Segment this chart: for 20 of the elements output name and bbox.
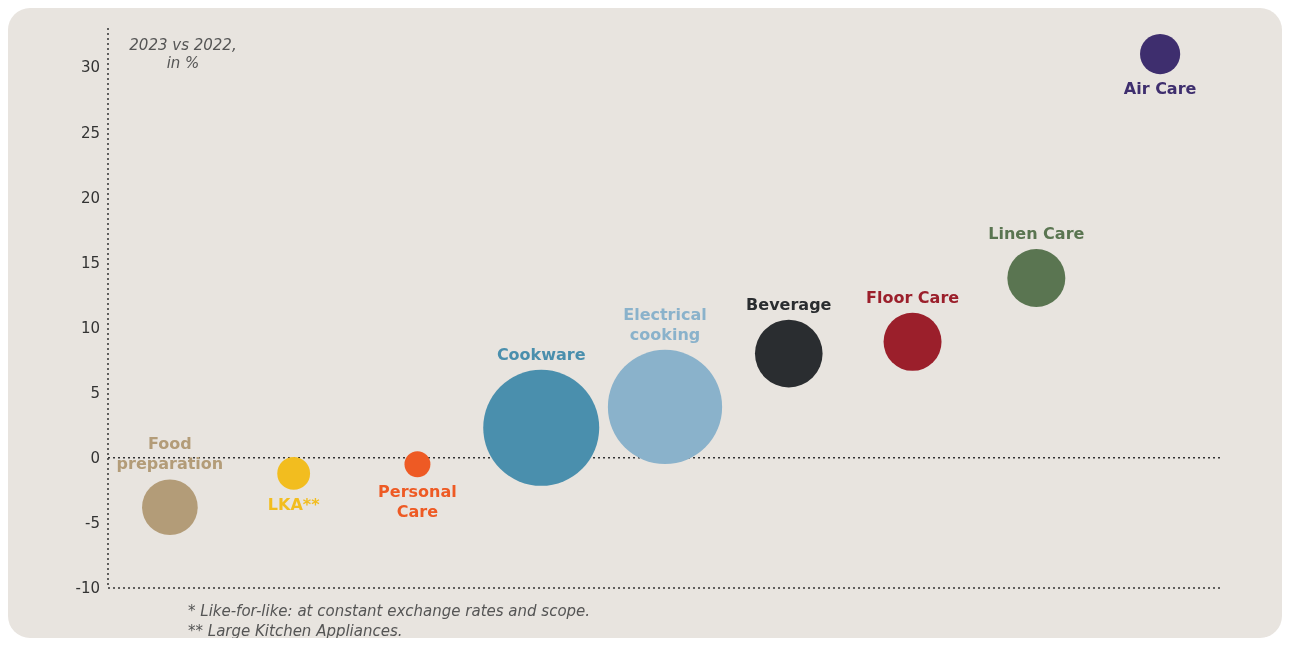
x-tick-label: Linen Care [988, 224, 1085, 244]
y-tick-label: 15 [80, 253, 100, 272]
x-tick-label: Floor Care [865, 287, 960, 307]
y-tick-label: 25 [80, 123, 100, 142]
x-tick-label: Electrical cooking [623, 304, 707, 344]
y-tick-label: 0 [90, 449, 100, 468]
text: * Like-for-like: at constant exchange rates and scope. [188, 601, 591, 621]
y-tick-label: 10 [80, 318, 100, 337]
y-tick-label: -5 [85, 514, 100, 533]
x-tick-label: Air Care [1123, 79, 1197, 99]
y-tick-label: 5 [90, 383, 100, 402]
y-tick-label: -10 [75, 579, 100, 598]
x-tick-label: Beverage [746, 294, 832, 314]
y-tick-label: 20 [80, 188, 100, 207]
y-axis-title: 2023 vs 2022, in % [128, 36, 238, 72]
x-tick-label: Personal Care [378, 482, 457, 522]
x-tick-label: Cookware [496, 344, 586, 364]
x-tick-label: LKA** [267, 494, 321, 514]
y-tick-label: 30 [80, 58, 100, 77]
x-tick-label: Food preparation [116, 434, 224, 474]
